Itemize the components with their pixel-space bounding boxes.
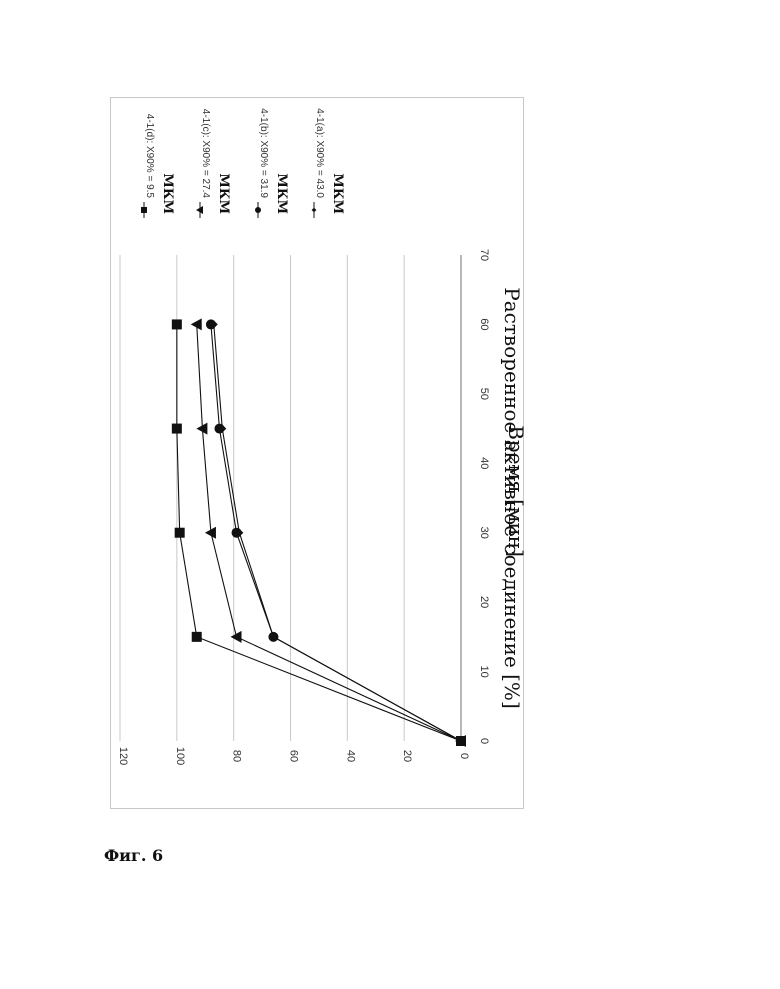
legend-unit: МКМ: [160, 173, 175, 214]
y-tick-label: 0: [458, 753, 470, 759]
legend-marker-diamond: [312, 208, 317, 213]
series-lines: [177, 324, 461, 741]
legend-unit: МКМ: [330, 173, 345, 214]
legend-label: 4-1(b): X90% = 31.9: [258, 108, 269, 198]
y-tick-label: 20: [401, 750, 413, 762]
legend-label: 4-1(d): X90% = 9.5: [144, 114, 155, 199]
series-line-circle: [211, 324, 461, 741]
data-point-triangle: [191, 318, 202, 330]
x-tick-label: 30: [478, 527, 490, 539]
legend-unit: МКМ: [274, 173, 289, 214]
y-tick-label: 80: [231, 750, 243, 762]
gridlines: [120, 255, 404, 741]
x-tick-label: 0: [478, 738, 490, 744]
x-tick-label: 50: [478, 388, 490, 400]
y-tick-label: 120: [117, 747, 129, 765]
legend-marker-square: [141, 207, 147, 213]
x-tick-label: 20: [478, 596, 490, 608]
data-point-square: [175, 528, 185, 538]
y-tick-label: 60: [288, 750, 300, 762]
data-point-square: [172, 319, 182, 329]
x-tick-label: 70: [478, 249, 490, 261]
legend-label: 4-1(c): X90% = 27.4: [200, 109, 211, 199]
x-axis-label: Время [мин]: [504, 425, 528, 557]
legend-unit: МКМ: [216, 173, 231, 214]
series-line-diamond: [214, 324, 461, 741]
data-point-square: [172, 424, 182, 434]
y-tick-label: 40: [344, 750, 356, 762]
legend-marker-circle: [255, 207, 261, 213]
x-tick-label: 60: [478, 318, 490, 330]
x-tick-label: 40: [478, 457, 490, 469]
series-line-square: [177, 324, 461, 741]
data-point-square: [192, 632, 202, 642]
figure-caption: Фиг. 6: [104, 846, 163, 865]
x-tick-label: 10: [478, 665, 490, 677]
y-tick-label: 100: [174, 747, 186, 765]
legend-label: 4-1(a): X90% = 43.0: [314, 108, 325, 198]
legend: 4-1(d): X90% = 9.5 МКМ 4-1(c): X90% = 27.4…: [141, 108, 345, 218]
